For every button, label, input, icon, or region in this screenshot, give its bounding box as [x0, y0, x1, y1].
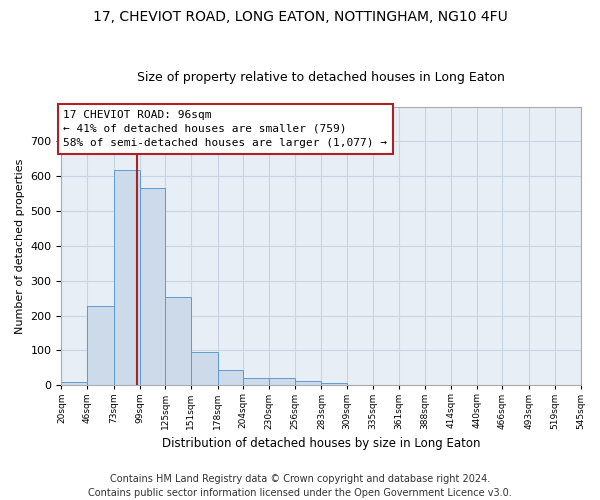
Bar [295, 381, 322, 386]
Text: 17 CHEVIOT ROAD: 96sqm
← 41% of detached houses are smaller (759)
58% of semi-de: 17 CHEVIOT ROAD: 96sqm ← 41% of detached… [64, 110, 388, 148]
Bar [87, 306, 114, 386]
Text: 17, CHEVIOT ROAD, LONG EATON, NOTTINGHAM, NG10 4FU: 17, CHEVIOT ROAD, LONG EATON, NOTTINGHAM… [92, 10, 508, 24]
Text: Contains HM Land Registry data © Crown copyright and database right 2024.
Contai: Contains HM Land Registry data © Crown c… [88, 474, 512, 498]
Bar [322, 384, 347, 386]
Bar [165, 297, 191, 386]
X-axis label: Distribution of detached houses by size in Long Eaton: Distribution of detached houses by size … [162, 437, 480, 450]
Bar [61, 382, 87, 386]
Title: Size of property relative to detached houses in Long Eaton: Size of property relative to detached ho… [137, 72, 505, 85]
Bar [114, 170, 140, 386]
Bar [244, 378, 269, 386]
Bar [191, 352, 218, 386]
Bar [218, 370, 244, 386]
Bar [269, 378, 295, 386]
Bar [140, 188, 165, 386]
Y-axis label: Number of detached properties: Number of detached properties [15, 158, 25, 334]
